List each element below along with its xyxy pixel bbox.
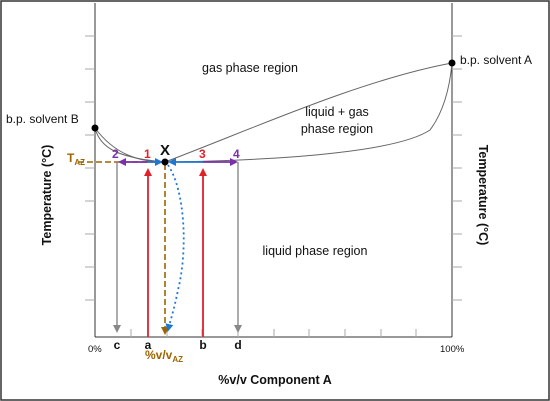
number-3: 3 — [199, 147, 206, 161]
bp-solvent-a-label: b.p. solvent A — [460, 53, 532, 67]
azeotrope-label: X — [160, 142, 170, 159]
number-2: 2 — [112, 147, 119, 161]
blue-dotted-curve-arrow — [165, 164, 185, 332]
bp-solvent-b-point — [91, 124, 99, 132]
liquid-curve — [94, 62, 453, 163]
gas-region-label: gas phase region — [202, 61, 298, 75]
number-4: 4 — [233, 147, 240, 161]
liquid-gas-region-label-2: phase region — [301, 122, 373, 136]
liquid-region-label: liquid phase region — [263, 244, 368, 258]
x-axis-title: %v/v Component A — [218, 373, 331, 387]
bp-solvent-a-point — [448, 59, 456, 67]
azeotrope-point — [161, 158, 169, 166]
vapor-curve — [94, 62, 453, 163]
number-1: 1 — [144, 147, 151, 161]
tick-a-label: a — [145, 338, 152, 352]
t-az-label: TAZ — [67, 151, 85, 167]
y-axis-title-left: Temperature (°C) — [40, 145, 54, 246]
bp-solvent-b-label: b.p. solvent B — [6, 112, 79, 126]
tick-d-label: d — [234, 338, 241, 352]
x-min-label: 0% — [88, 344, 102, 355]
tick-c-label: c — [114, 338, 121, 352]
left-ticks — [85, 35, 95, 301]
bottom-ticks — [130, 329, 417, 337]
az-composition-label: %v/vAZ — [145, 348, 183, 364]
x-max-label: 100% — [440, 344, 465, 355]
tick-b-label: b — [199, 338, 206, 352]
y-axis-title-right: Temperature (°C) — [476, 145, 490, 246]
right-ticks — [452, 35, 462, 301]
liquid-gas-region-label-1: liquid + gas — [305, 105, 369, 119]
